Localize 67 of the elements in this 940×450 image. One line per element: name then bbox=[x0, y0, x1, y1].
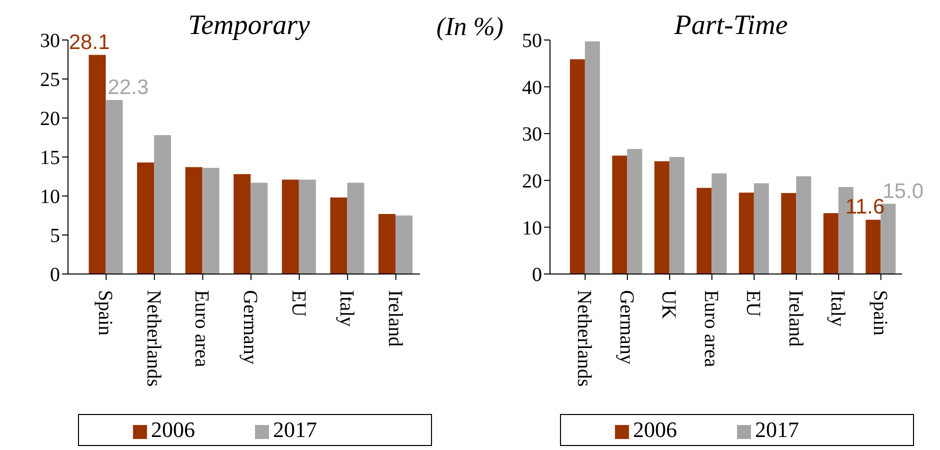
data-label: 15.0 bbox=[882, 180, 924, 203]
x-tick-label: Ireland bbox=[384, 290, 406, 347]
chart-title: Part-Time bbox=[674, 10, 788, 41]
bar bbox=[654, 161, 670, 274]
bar bbox=[395, 216, 412, 274]
x-tick-label: Germany bbox=[239, 290, 261, 364]
bar bbox=[584, 41, 600, 274]
bar bbox=[137, 162, 154, 274]
x-tick-label: EU bbox=[742, 290, 764, 318]
bar bbox=[738, 192, 754, 274]
x-tick-label: Italy bbox=[826, 290, 849, 327]
bar bbox=[250, 182, 268, 274]
y-tick-label: 20 bbox=[40, 108, 60, 130]
bar bbox=[106, 100, 123, 274]
legend-label: 2017 bbox=[273, 417, 317, 442]
bar bbox=[754, 183, 769, 274]
bar bbox=[866, 220, 881, 274]
y-tick-label: 25 bbox=[40, 69, 60, 92]
bar bbox=[781, 193, 796, 274]
y-tick-label: 30 bbox=[522, 124, 542, 146]
bar bbox=[330, 198, 348, 274]
bar bbox=[612, 156, 628, 274]
data-label: 11.6 bbox=[845, 196, 885, 219]
bar bbox=[823, 213, 838, 274]
x-tick-label: Euro area bbox=[190, 290, 213, 368]
y-tick-label: 15 bbox=[40, 147, 60, 170]
y-tick-label: 50 bbox=[522, 30, 542, 52]
x-tick-label: Italy bbox=[336, 290, 358, 327]
y-tick-label: 0 bbox=[50, 264, 60, 286]
y-tick-label: 40 bbox=[522, 76, 542, 99]
y-tick-label: 10 bbox=[40, 186, 60, 208]
bar bbox=[88, 54, 106, 274]
data-label: 28.1 bbox=[68, 30, 110, 54]
x-tick-label: Ireland bbox=[784, 290, 806, 347]
bar bbox=[154, 135, 172, 274]
bar bbox=[627, 149, 642, 274]
text: (In %) bbox=[436, 12, 504, 41]
x-tick-label: EU bbox=[287, 290, 310, 318]
bar bbox=[570, 59, 585, 274]
chart-title: Temporary bbox=[188, 10, 310, 41]
legend-label: 2006 bbox=[151, 417, 195, 442]
y-tick-label: 0 bbox=[532, 264, 542, 286]
bar bbox=[378, 214, 396, 274]
bar bbox=[185, 167, 202, 274]
bar bbox=[347, 182, 364, 274]
legend-label: 2006 bbox=[633, 417, 677, 442]
bar bbox=[669, 157, 684, 274]
x-tick-label: UK bbox=[658, 290, 680, 320]
x-tick-label: Spain bbox=[94, 290, 116, 336]
bar bbox=[282, 180, 299, 274]
x-tick-label: Netherlands bbox=[573, 290, 596, 387]
legend-label: 2017 bbox=[755, 417, 799, 442]
bar bbox=[696, 188, 712, 274]
data-label: 22.3 bbox=[108, 76, 149, 100]
y-tick-label: 20 bbox=[522, 170, 542, 192]
bar bbox=[796, 176, 812, 274]
y-tick-label: 10 bbox=[522, 217, 542, 240]
bar bbox=[202, 168, 220, 274]
x-tick-label: Netherlands bbox=[142, 290, 164, 387]
x-tick-label: Germany bbox=[615, 290, 638, 364]
y-tick-label: 5 bbox=[50, 225, 60, 248]
x-tick-label: Euro area bbox=[700, 290, 722, 368]
y-tick-label: 30 bbox=[40, 30, 60, 52]
x-tick-label: Spain bbox=[868, 290, 891, 336]
bar bbox=[712, 173, 727, 274]
bar bbox=[234, 174, 251, 274]
bar bbox=[298, 180, 316, 274]
